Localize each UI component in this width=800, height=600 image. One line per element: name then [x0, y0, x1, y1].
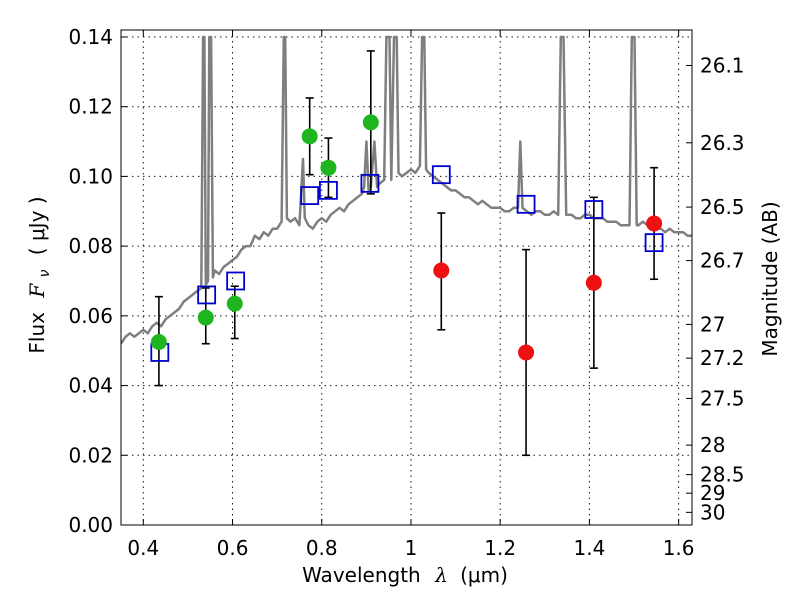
ticks-layer: 0.4 0.6 0.8 1 1.2 1.4 1.6 0.00 0.02 0.04 0.06 0.08 0…: [68, 25, 744, 560]
model-square-point: [300, 186, 320, 205]
y-tick-label: 0.04: [68, 374, 113, 398]
x-tick-label: 1.4: [573, 536, 605, 560]
x-tick-label: 0.8: [306, 536, 338, 560]
model-square-point: [197, 285, 217, 305]
sed-curve-layer: [121, 35, 692, 345]
mag-tick-label: 27.5: [700, 386, 745, 410]
x-tick-label: 0.6: [217, 536, 249, 560]
y-axis-title: Flux F ν ( μJy ): [25, 196, 54, 353]
x-axis-title-unit: (μm): [460, 563, 508, 587]
model-square-point: [644, 233, 664, 253]
y-axis-title-unit: ( μJy ): [25, 196, 49, 255]
x-tick-label: 1: [405, 536, 418, 560]
red-data-point: [433, 262, 450, 279]
y-tick-label: 0.14: [68, 25, 113, 49]
y-axis-title-subscript: ν: [37, 269, 53, 277]
y-tick-label: 0.08: [68, 234, 113, 258]
y-tick-label: 0.00: [68, 513, 113, 537]
mag-tick-label: 26.5: [700, 195, 745, 219]
y-tick-label: 0.02: [68, 443, 113, 467]
y-tick-label: 0.06: [68, 304, 113, 328]
y-tick-label: 0.10: [68, 164, 113, 188]
mag-tick-label: 27: [700, 312, 725, 336]
mag-tick-label: 28.5: [700, 463, 745, 487]
mag-tick-label: 27.2: [700, 346, 745, 370]
x-axis-title-prefix: Wavelength: [302, 563, 421, 587]
y-tick-label: 0.12: [68, 95, 113, 119]
model-square-point: [584, 200, 604, 219]
y-axis-title-symbol: F: [25, 283, 49, 299]
red-data-point: [518, 344, 535, 361]
model-square-point: [516, 194, 536, 214]
green-data-point: [197, 309, 214, 326]
red-data-point: [646, 215, 663, 232]
x-axis-title-symbol: λ: [434, 563, 448, 587]
right-axis-title: Magnitude (AB): [758, 201, 782, 356]
mag-tick-label: 26.1: [700, 53, 745, 77]
x-tick-label: 1.6: [663, 536, 695, 560]
mag-tick-label: 28: [700, 433, 725, 457]
green-data-point: [150, 333, 167, 350]
model-square-point: [360, 173, 380, 193]
model-square-point: [431, 165, 451, 185]
data-points-layer: [150, 50, 664, 457]
x-tick-label: 0.4: [127, 536, 159, 560]
green-data-point: [226, 295, 243, 312]
mag-tick-label: 29: [700, 481, 725, 505]
x-axis-title: Wavelength λ (μm): [302, 563, 508, 587]
model-square-point: [226, 271, 246, 291]
mag-tick-label: 30: [700, 500, 725, 524]
green-data-point: [320, 159, 337, 176]
x-tick-label: 1.2: [484, 536, 516, 560]
red-data-point: [585, 274, 602, 291]
green-data-point: [362, 114, 379, 131]
sed-spectrum-line: [121, 35, 692, 345]
mag-tick-label: 26.7: [700, 249, 745, 273]
green-data-point: [301, 128, 318, 145]
mag-tick-label: 26.3: [700, 131, 745, 155]
model-square-point: [319, 180, 338, 200]
y-axis-title-prefix: Flux: [25, 312, 49, 354]
plot-frame: [120, 29, 693, 526]
